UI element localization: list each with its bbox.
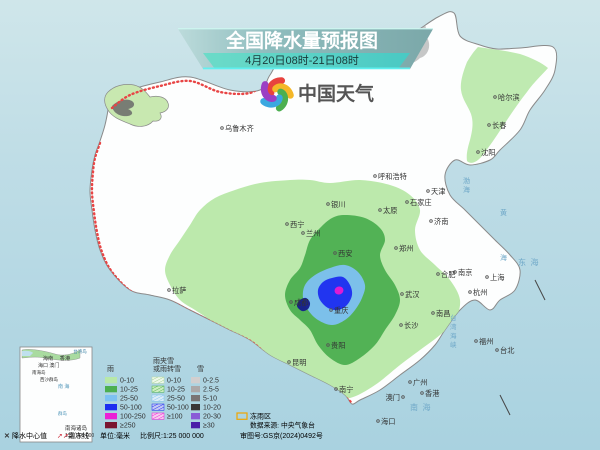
svg-text:➚➚: ➚➚ <box>57 433 69 440</box>
svg-text:25-50: 25-50 <box>120 396 138 403</box>
svg-text:群岛: 群岛 <box>58 410 67 417</box>
svg-text:2.5-5: 2.5-5 <box>203 387 219 394</box>
svg-text:0-2.5: 0-2.5 <box>203 378 219 385</box>
svg-text:南京: 南京 <box>458 268 472 277</box>
svg-text:长春: 长春 <box>492 121 506 130</box>
svg-text:合肥: 合肥 <box>441 270 455 279</box>
svg-text:澳门: 澳门 <box>386 393 400 402</box>
svg-text:长沙: 长沙 <box>404 321 418 330</box>
svg-text:南 海: 南 海 <box>58 383 69 390</box>
svg-text:25-50: 25-50 <box>167 396 185 403</box>
svg-text:西沙群岛: 西沙群岛 <box>40 376 58 383</box>
svg-text:降水中心值: 降水中心值 <box>12 431 47 440</box>
svg-text:海口: 海口 <box>381 417 395 426</box>
svg-text:海: 海 <box>500 253 507 262</box>
svg-text:福州: 福州 <box>479 337 493 346</box>
svg-text:成都: 成都 <box>294 298 308 307</box>
svg-text:≥250: ≥250 <box>120 423 136 430</box>
svg-text:0-10: 0-10 <box>120 378 134 385</box>
svg-text:雨夹雪: 雨夹雪 <box>153 356 174 365</box>
svg-text:香港: 香港 <box>60 354 71 362</box>
svg-text:拉萨: 拉萨 <box>172 286 186 295</box>
svg-text:南 海: 南 海 <box>410 402 430 412</box>
svg-text:兰州: 兰州 <box>306 229 320 238</box>
svg-text:杭州: 杭州 <box>473 288 487 297</box>
svg-text:香港: 香港 <box>425 389 440 398</box>
svg-text:天津: 天津 <box>431 187 445 196</box>
svg-text:西安: 西安 <box>338 249 352 258</box>
svg-text:全国降水量预报图: 全国降水量预报图 <box>225 29 378 52</box>
svg-text:海: 海 <box>450 331 457 340</box>
svg-text:上海: 上海 <box>490 273 504 282</box>
svg-text:5-10: 5-10 <box>203 396 217 403</box>
svg-text:50-100: 50-100 <box>120 405 142 412</box>
svg-text:渤: 渤 <box>463 176 470 185</box>
svg-text:乌鲁木齐: 乌鲁木齐 <box>225 124 254 133</box>
svg-text:峡: 峡 <box>450 340 457 349</box>
svg-text:广州: 广州 <box>413 378 427 387</box>
svg-text:霜冻线: 霜冻线 <box>68 431 89 440</box>
svg-text:雨: 雨 <box>107 365 114 373</box>
svg-text:海南: 海南 <box>43 354 53 362</box>
svg-text:昆明: 昆明 <box>292 358 306 367</box>
svg-text:10-20: 10-20 <box>203 405 221 412</box>
svg-text:济南: 济南 <box>434 217 448 226</box>
svg-text:南海岛: 南海岛 <box>32 369 46 376</box>
svg-text:100-250: 100-250 <box>120 414 146 421</box>
svg-text:或雨转雪: 或雨转雪 <box>153 364 181 373</box>
svg-text:呼和浩特: 呼和浩特 <box>378 172 407 181</box>
svg-text:贵阳: 贵阳 <box>331 341 345 350</box>
svg-text:≥100: ≥100 <box>167 414 183 421</box>
svg-text:数据来源: 中央气象台: 数据来源: 中央气象台 <box>250 421 315 430</box>
svg-text:太原: 太原 <box>383 206 397 215</box>
svg-text:雪: 雪 <box>197 365 204 373</box>
svg-text:南宁: 南宁 <box>339 385 353 394</box>
svg-text:沈阳: 沈阳 <box>481 148 495 157</box>
svg-text:4月20日08时-21日08时: 4月20日08时-21日08时 <box>245 54 359 67</box>
svg-text:台湾岛: 台湾岛 <box>73 348 87 355</box>
svg-text:单位:毫米: 单位:毫米 <box>100 431 130 440</box>
svg-text:10-25: 10-25 <box>167 387 185 394</box>
svg-text:海: 海 <box>463 185 470 194</box>
svg-text:银川: 银川 <box>331 200 345 209</box>
svg-text:审图号:GS京(2024)0492号: 审图号:GS京(2024)0492号 <box>240 431 323 440</box>
svg-text:50-100: 50-100 <box>167 405 189 412</box>
svg-text:20-30: 20-30 <box>203 414 221 421</box>
svg-text:0-10: 0-10 <box>167 378 181 385</box>
svg-text:东 海: 东 海 <box>518 257 538 267</box>
svg-text:重庆: 重庆 <box>334 306 348 315</box>
svg-text:≥30: ≥30 <box>203 423 215 430</box>
svg-text:黄: 黄 <box>500 208 507 217</box>
svg-text:比例尺:1:25 000 000: 比例尺:1:25 000 000 <box>140 431 204 440</box>
svg-text:南海诸岛: 南海诸岛 <box>65 424 88 432</box>
svg-text:武汉: 武汉 <box>405 290 419 299</box>
svg-text:湾: 湾 <box>450 322 457 331</box>
svg-text:10-25: 10-25 <box>120 387 138 394</box>
svg-text:冻雨区: 冻雨区 <box>250 412 271 421</box>
svg-text:南昌: 南昌 <box>436 309 450 318</box>
svg-text:中国天气: 中国天气 <box>298 82 374 105</box>
svg-text:台: 台 <box>450 313 457 322</box>
svg-text:台北: 台北 <box>500 346 514 355</box>
svg-text:西宁: 西宁 <box>290 220 304 229</box>
svg-text:✕: ✕ <box>4 433 10 440</box>
svg-text:哈尔滨: 哈尔滨 <box>498 93 520 102</box>
svg-text:郑州: 郑州 <box>399 244 413 253</box>
svg-text:石家庄: 石家庄 <box>410 198 432 207</box>
svg-text:海口 澳门: 海口 澳门 <box>38 362 59 369</box>
